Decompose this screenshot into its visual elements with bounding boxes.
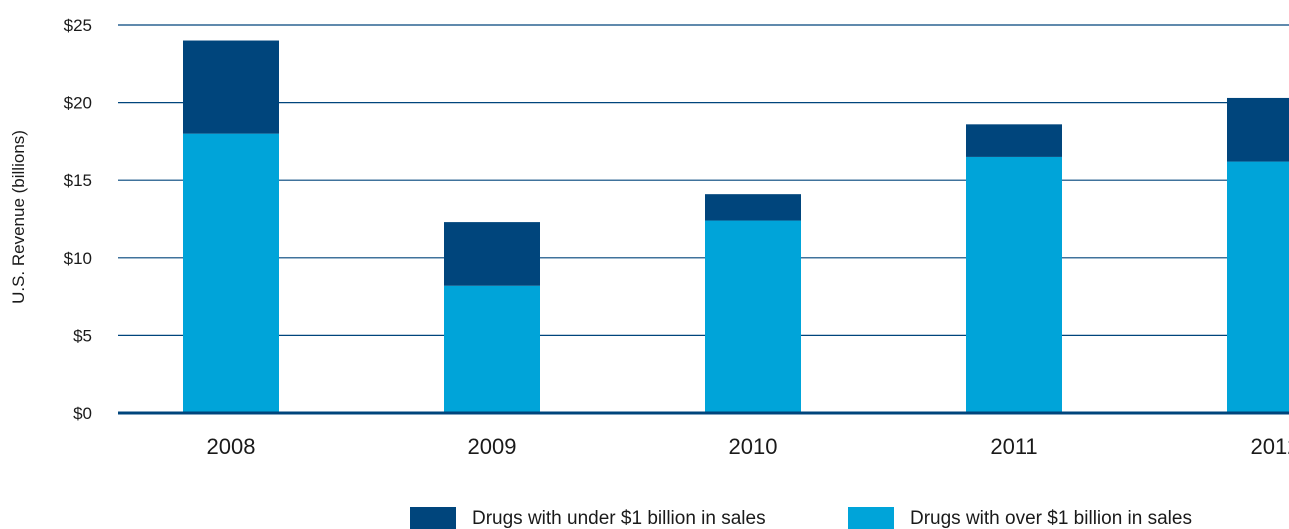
x-tick-label-2012: 2012 [1251,434,1289,459]
grid-lines [118,24,1289,336]
legend: Drugs with under $1 billion in sales Drug… [410,507,1192,529]
y-tick-label: $15 [64,171,92,190]
bar-2008-under-1b [183,40,279,134]
bar-2010-under-1b [705,194,801,221]
y-tick-labels: $0 $5 $10 $15 $20 $25 [64,16,92,423]
bars [183,40,1289,414]
bar-2011-over-1b [966,156,1062,414]
legend-label-over-1b: Drugs with over $1 billion in sales [910,508,1192,529]
x-tick-label-2009: 2009 [468,434,517,459]
x-tick-label-2011: 2011 [990,434,1037,459]
y-tick-label: $5 [73,326,92,345]
x-tick-label-2010: 2010 [729,434,778,459]
bar-2012-under-1b [1227,97,1289,162]
y-tick-label: $0 [73,404,92,423]
bar-2009-under-1b [444,222,540,286]
y-tick-label: $10 [64,249,92,268]
x-tick-label-2008: 2008 [207,434,256,459]
bar-2010-over-1b [705,220,801,413]
bar-2012-over-1b [1227,161,1289,413]
x-tick-labels: 2008 2009 2010 2011 2012 [207,434,1289,459]
bar-2009-over-1b [444,285,540,413]
y-axis-label: U.S. Revenue (billions) [9,130,28,304]
legend-swatch-under-1b [410,507,456,529]
bar-2008-over-1b [183,133,279,413]
legend-swatch-over-1b [848,507,894,529]
bar-2011-under-1b [966,124,1062,157]
y-tick-label: $25 [64,16,92,35]
y-tick-label: $20 [64,94,92,113]
legend-label-under-1b: Drugs with under $1 billion in sales [472,508,766,529]
